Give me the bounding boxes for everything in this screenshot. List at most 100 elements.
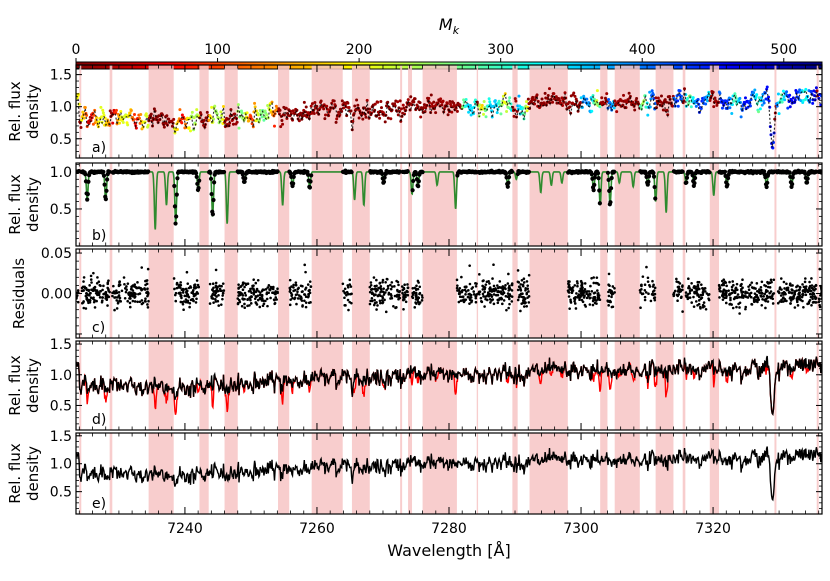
data-point	[776, 301, 780, 305]
data-point	[217, 304, 221, 307]
data-point	[274, 296, 278, 299]
data-point	[692, 180, 697, 186]
data-point	[801, 283, 804, 286]
data-point	[598, 105, 602, 109]
data-point	[218, 284, 221, 288]
data-point	[672, 294, 676, 298]
data-point	[140, 288, 143, 292]
data-point	[411, 293, 415, 296]
data-point	[196, 283, 200, 287]
data-point	[704, 102, 708, 106]
data-point	[238, 291, 241, 294]
data-point	[727, 289, 730, 292]
data-point	[649, 97, 653, 101]
data-point	[496, 284, 499, 287]
data-point	[118, 296, 122, 300]
data-point	[174, 192, 179, 197]
data-point	[226, 117, 230, 121]
data-point	[771, 292, 775, 296]
data-point	[568, 307, 571, 310]
data-point	[785, 90, 789, 94]
data-point	[382, 293, 386, 296]
data-point	[335, 117, 339, 121]
data-point	[513, 97, 517, 101]
data-point	[188, 129, 192, 133]
data-point	[294, 283, 298, 287]
data-point	[573, 300, 576, 303]
data-point	[173, 287, 176, 291]
data-point	[731, 280, 734, 283]
data-point	[694, 285, 698, 289]
data-point	[690, 173, 695, 178]
data-point	[496, 290, 500, 293]
data-point	[253, 297, 257, 301]
data-point	[646, 174, 652, 179]
x-tick-label: 7300	[563, 521, 599, 537]
data-point	[507, 295, 510, 299]
data-point	[243, 306, 247, 310]
data-point	[759, 294, 763, 297]
data-point	[731, 306, 735, 310]
data-point	[202, 118, 206, 122]
data-point	[483, 305, 486, 308]
data-point	[644, 291, 648, 294]
data-point	[446, 113, 450, 117]
data-point	[411, 296, 415, 300]
data-point	[671, 104, 675, 108]
data-point	[543, 91, 547, 95]
data-point	[474, 300, 478, 304]
data-point	[507, 306, 510, 310]
data-point	[188, 305, 191, 309]
data-point	[376, 100, 380, 104]
data-point	[412, 290, 416, 294]
data-point	[256, 298, 260, 302]
data-point	[262, 118, 266, 122]
data-point	[788, 93, 792, 97]
data-point	[368, 290, 372, 294]
shaded-region	[529, 341, 568, 430]
data-point	[609, 175, 614, 181]
data-point	[582, 94, 586, 98]
data-point	[145, 279, 148, 283]
shaded-region	[109, 249, 113, 338]
data-point	[373, 298, 376, 302]
spectrum-line	[76, 446, 822, 502]
data-point	[434, 111, 438, 115]
data-point	[389, 283, 392, 287]
data-point	[752, 91, 756, 95]
data-point	[246, 282, 250, 286]
data-point	[729, 298, 732, 302]
shaded-region	[408, 433, 413, 514]
data-point	[783, 287, 786, 290]
data-point	[502, 291, 506, 295]
shaded-region	[351, 433, 370, 514]
x-tick-label: 7240	[167, 521, 203, 537]
data-point	[302, 100, 306, 104]
data-point	[692, 305, 696, 308]
data-point	[182, 300, 186, 303]
data-point	[261, 304, 265, 308]
data-point	[280, 118, 284, 122]
data-point	[720, 98, 724, 102]
shaded-region	[774, 163, 777, 246]
data-point	[307, 292, 310, 296]
data-point	[101, 288, 104, 292]
colorbar-tick-label: 300	[487, 42, 514, 58]
data-point	[741, 290, 745, 294]
data-point	[506, 180, 511, 185]
data-point	[315, 104, 319, 108]
data-point	[798, 286, 802, 289]
data-point	[394, 306, 397, 310]
data-point	[738, 96, 742, 100]
data-point	[651, 170, 656, 176]
panel-label: b)	[92, 228, 106, 244]
data-point	[221, 291, 225, 295]
y-axis-label: density	[24, 446, 42, 501]
data-point	[418, 101, 422, 105]
panel-a: 0.5 1.0 1.5 a) Rel. flux density	[6, 64, 823, 159]
data-point	[725, 291, 728, 295]
data-point	[266, 104, 270, 108]
data-point	[527, 290, 530, 293]
data-point	[178, 291, 181, 295]
shaded-regions	[79, 163, 819, 246]
